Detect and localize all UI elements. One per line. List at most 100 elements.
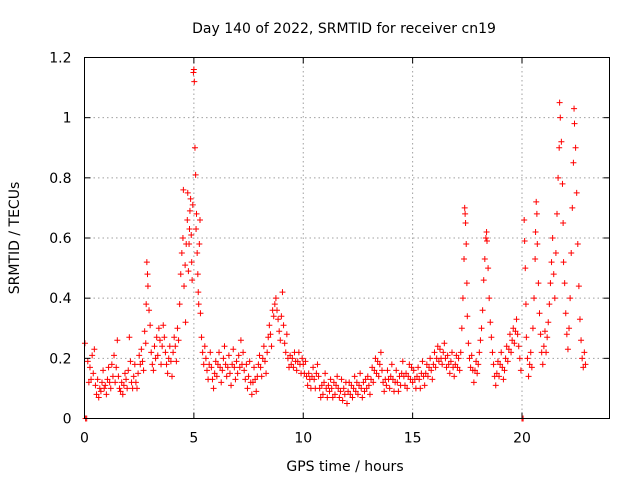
- data-point: [508, 349, 515, 356]
- data-point: [543, 349, 550, 356]
- data-point: [154, 352, 161, 359]
- data-point: [509, 337, 516, 344]
- data-point: [529, 325, 536, 332]
- data-point: [236, 364, 243, 371]
- data-point: [556, 144, 563, 151]
- data-point: [357, 370, 364, 377]
- data-point: [121, 370, 128, 377]
- data-point: [143, 301, 150, 308]
- data-point: [346, 379, 353, 386]
- y-axis-label: SRMTID / TECUs: [7, 182, 23, 295]
- data-point: [459, 295, 466, 302]
- y-tick-label: 0: [63, 412, 72, 428]
- data-point: [503, 343, 510, 350]
- data-point: [243, 361, 250, 368]
- data-point: [290, 364, 297, 371]
- data-point: [546, 301, 553, 308]
- data-point: [274, 307, 280, 314]
- data-point: [571, 105, 578, 112]
- data-point: [264, 349, 271, 356]
- data-point: [259, 355, 266, 362]
- data-point: [234, 370, 241, 377]
- data-point: [559, 180, 566, 187]
- data-point: [318, 382, 325, 389]
- data-point: [249, 379, 256, 386]
- data-point: [142, 340, 149, 347]
- data-point: [502, 355, 509, 362]
- data-point: [150, 367, 157, 374]
- data-point: [175, 337, 182, 344]
- data-point: [444, 352, 451, 359]
- data-point: [328, 385, 335, 392]
- data-point: [362, 376, 369, 383]
- data-point: [270, 313, 277, 320]
- data-point: [188, 231, 195, 238]
- data-point: [384, 367, 391, 374]
- data-point: [372, 355, 379, 362]
- data-point: [380, 379, 387, 386]
- data-point: [159, 343, 166, 350]
- data-point: [190, 66, 197, 73]
- data-point: [404, 385, 411, 392]
- data-point: [560, 259, 567, 266]
- y-tick-label: 0.8: [49, 171, 71, 187]
- data-point: [324, 394, 331, 401]
- data-point: [405, 373, 412, 380]
- data-point: [330, 379, 337, 386]
- data-point: [370, 379, 377, 386]
- data-point: [455, 355, 462, 362]
- data-point: [317, 394, 324, 401]
- data-point: [470, 379, 477, 386]
- data-point: [348, 382, 355, 389]
- data-point: [200, 361, 207, 368]
- data-point: [207, 349, 214, 356]
- data-point: [566, 325, 573, 332]
- data-point: [192, 171, 199, 178]
- data-point: [533, 198, 540, 205]
- data-point: [578, 337, 585, 344]
- data-point: [197, 216, 203, 223]
- data-point: [93, 391, 100, 398]
- data-point: [549, 235, 556, 241]
- data-point: [558, 138, 565, 145]
- data-point: [104, 376, 111, 383]
- data-point: [557, 114, 564, 121]
- data-point: [266, 322, 273, 329]
- data-point: [403, 370, 410, 377]
- data-point: [209, 376, 216, 383]
- data-point: [102, 382, 109, 389]
- data-point: [135, 370, 142, 377]
- data-point: [572, 144, 579, 151]
- data-point: [498, 349, 505, 356]
- data-point: [158, 361, 165, 368]
- data-point: [311, 376, 318, 383]
- data-point: [366, 391, 373, 398]
- data-point: [421, 382, 428, 389]
- data-point: [554, 210, 560, 217]
- data-point: [395, 388, 402, 395]
- data-point: [568, 250, 575, 257]
- data-point: [169, 373, 175, 380]
- data-point: [275, 316, 282, 323]
- data-point: [214, 361, 221, 368]
- data-point: [271, 301, 278, 308]
- data-point: [267, 331, 274, 338]
- data-point: [371, 367, 378, 374]
- data-point: [217, 364, 224, 371]
- data-point: [182, 262, 189, 269]
- data-point: [120, 382, 127, 389]
- y-tick-label: 0.4: [49, 291, 71, 307]
- data-point: [319, 391, 326, 398]
- data-point: [515, 343, 522, 350]
- data-point: [351, 373, 358, 380]
- data-point: [350, 385, 357, 392]
- data-point: [91, 346, 98, 353]
- data-point: [303, 373, 310, 380]
- data-point: [299, 355, 306, 362]
- data-point: [237, 337, 244, 344]
- data-point: [229, 361, 236, 368]
- data-point: [388, 361, 395, 368]
- data-point: [188, 259, 195, 266]
- data-point: [336, 394, 343, 401]
- axis-ticks: [84, 57, 610, 419]
